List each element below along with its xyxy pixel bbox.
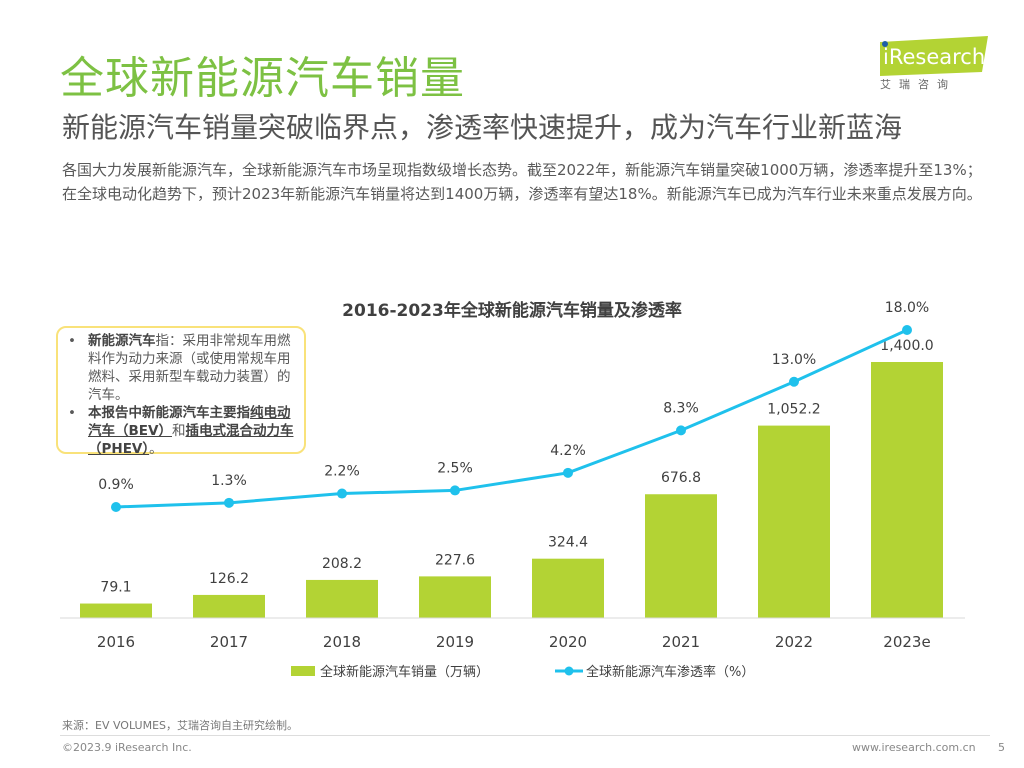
bar-value-label: 208.2 bbox=[322, 556, 362, 572]
legend-swatch-sales bbox=[291, 666, 315, 676]
bar-value-label: 676.8 bbox=[661, 470, 701, 486]
bar bbox=[306, 579, 378, 618]
line-point bbox=[224, 497, 234, 508]
legend-label-sales: 全球新能源汽车销量（万辆） bbox=[320, 664, 489, 680]
legend: 全球新能源汽车销量（万辆） 全球新能源汽车渗透率（%） bbox=[291, 664, 754, 680]
bar-value-label: 126.2 bbox=[209, 571, 249, 587]
line-value-label: 2.2% bbox=[324, 464, 360, 480]
page-title: 全球新能源汽车销量 bbox=[60, 53, 465, 104]
page-number: 5 bbox=[998, 741, 1005, 754]
category-label: 2021 bbox=[662, 633, 700, 651]
line-point bbox=[789, 376, 799, 387]
line-point bbox=[111, 501, 121, 512]
line-value-label: 0.9% bbox=[98, 477, 134, 493]
bar bbox=[532, 558, 604, 618]
line-point bbox=[676, 425, 686, 436]
category-label: 2022 bbox=[775, 633, 813, 651]
line-value-label: 13.0% bbox=[772, 352, 816, 368]
line-point bbox=[337, 488, 347, 499]
category-label: 2017 bbox=[210, 633, 248, 651]
legend-label-penetration: 全球新能源汽车渗透率（%） bbox=[586, 664, 754, 680]
line-value-label: 1.3% bbox=[211, 473, 247, 489]
category-label: 2020 bbox=[549, 633, 587, 651]
line-value-label: 2.5% bbox=[437, 460, 473, 476]
iresearch-logo: iResearch bbox=[880, 36, 988, 76]
copyright: ©2023.9 iResearch Inc. bbox=[62, 741, 192, 754]
page-subtitle: 新能源汽车销量突破临界点，渗透率快速提升，成为汽车行业新蓝海 bbox=[62, 111, 903, 144]
bar bbox=[758, 425, 830, 618]
logo-text: iResearch bbox=[883, 45, 985, 69]
bar-value-label: 1,052.2 bbox=[767, 402, 820, 418]
category-label: 2018 bbox=[323, 633, 361, 651]
bar-value-label: 79.1 bbox=[100, 580, 131, 596]
category-label: 2016 bbox=[97, 633, 135, 651]
logo-subtitle: 艾瑞咨询 bbox=[880, 78, 956, 91]
body-paragraph: 各国大力发展新能源汽车，全球新能源汽车市场呈现指数级增长态势。截至2022年，新… bbox=[62, 161, 982, 203]
note-item-1: 新能源汽车指：采用非常规车用燃料作为动力来源（或使用常规车用燃料、采用新型车载动… bbox=[68, 332, 296, 404]
bar bbox=[419, 576, 491, 618]
bar bbox=[193, 594, 265, 618]
line-value-label: 4.2% bbox=[550, 443, 586, 459]
category-label: 2019 bbox=[436, 633, 474, 651]
bar-value-label: 227.6 bbox=[435, 552, 475, 568]
line-value-label: 18.0% bbox=[885, 300, 929, 316]
bar bbox=[871, 362, 943, 618]
line-value-label: 8.3% bbox=[663, 400, 699, 416]
website: www.iresearch.com.cn bbox=[852, 741, 976, 754]
bar bbox=[645, 494, 717, 618]
definition-note: 新能源汽车指：采用非常规车用燃料作为动力来源（或使用常规车用燃料、采用新型车载动… bbox=[56, 326, 306, 457]
bar bbox=[80, 603, 152, 618]
line-point bbox=[563, 467, 573, 478]
penetration-line bbox=[115, 328, 908, 509]
note-item-2: 本报告中新能源汽车主要指纯电动汽车（BEV）和插电式混合动力车（PHEV）。 bbox=[68, 404, 296, 458]
category-label: 2023e bbox=[883, 633, 930, 651]
chart-title: 2016-2023年全球新能源汽车销量及渗透率 bbox=[342, 300, 682, 321]
source-note: 来源：EV VOLUMES，艾瑞咨询自主研究绘制。 bbox=[62, 719, 299, 732]
line-point bbox=[450, 485, 460, 496]
bar-value-label: 1,400.0 bbox=[880, 338, 933, 354]
line-point bbox=[902, 325, 912, 335]
bar-value-label: 324.4 bbox=[548, 535, 588, 551]
footer-divider bbox=[60, 735, 990, 736]
